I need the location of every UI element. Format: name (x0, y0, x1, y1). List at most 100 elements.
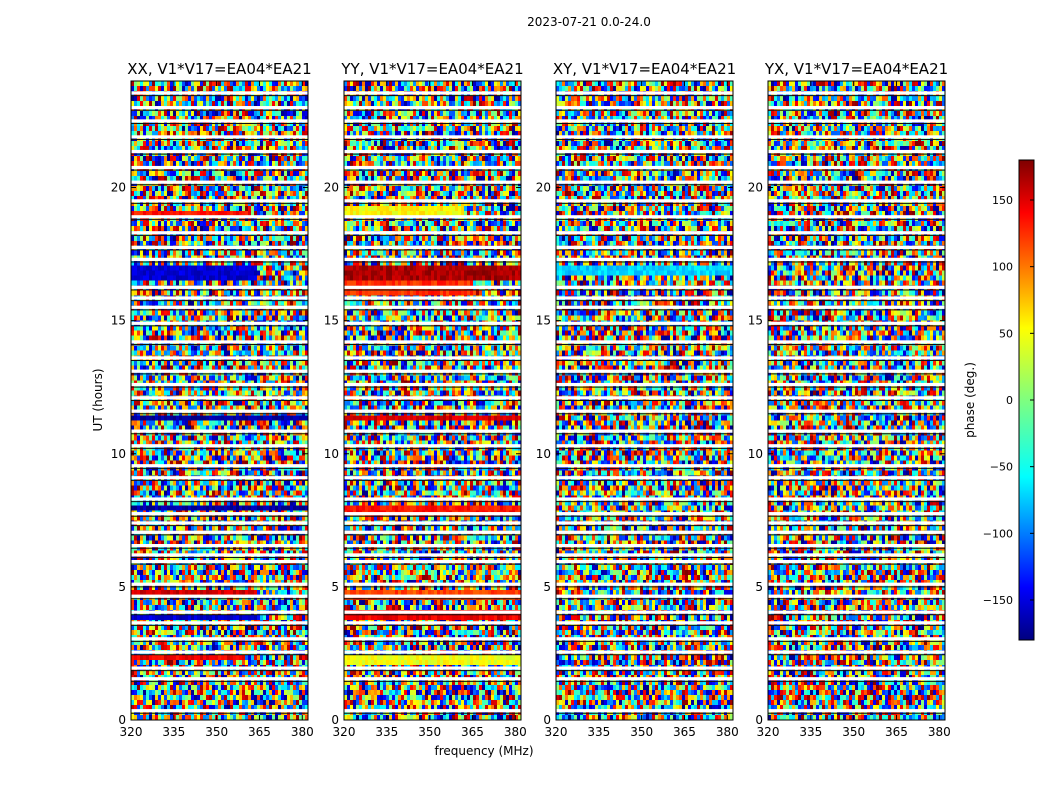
flagged-row (344, 257, 521, 261)
x-tick-label: 320 (333, 725, 356, 739)
flagged-row (768, 709, 945, 713)
x-tick-label: 350 (842, 725, 865, 739)
y-tick-label: 10 (748, 447, 763, 461)
flagged-row (131, 106, 308, 110)
flagged-row (344, 444, 521, 448)
flagged-row (556, 257, 733, 261)
y-tick-label: 5 (331, 580, 339, 594)
flagged-row (131, 559, 308, 564)
flagged-row (131, 321, 308, 325)
flagged-row (556, 369, 733, 373)
flagged-row (768, 521, 945, 525)
flagged-row (768, 429, 945, 433)
flagged-row (131, 610, 308, 614)
flagged-row (556, 610, 733, 614)
flagged-row (556, 530, 733, 534)
flagged-row (344, 305, 521, 309)
flagged-row (344, 382, 521, 387)
flagged-row (131, 396, 308, 400)
flagged-row (768, 321, 945, 325)
flagged-row (768, 637, 945, 641)
flagged-row (556, 382, 733, 387)
panel-3-title: XY, V1*V17=EA04*EA21 (553, 60, 736, 78)
flagged-row (768, 135, 945, 139)
flagged-row (131, 180, 308, 184)
x-tick-label: 365 (673, 725, 696, 739)
flagged-row (344, 245, 521, 250)
flagged-row (344, 582, 521, 586)
flagged-row (556, 149, 733, 154)
y-tick-label: 20 (111, 181, 126, 195)
flagged-row (131, 165, 308, 170)
y-tick-label: 15 (111, 314, 126, 328)
y-tick-label: 10 (324, 447, 339, 461)
flagged-row (131, 245, 308, 250)
flagged-row (344, 215, 521, 219)
flagged-row (131, 356, 308, 360)
x-tick-label: 335 (375, 725, 398, 739)
x-tick-label: 365 (461, 725, 484, 739)
flagged-row (556, 621, 733, 625)
flagged-row (768, 396, 945, 400)
flagged-row (768, 165, 945, 170)
flagged-row (131, 231, 308, 235)
y-tick-label: 0 (543, 713, 551, 727)
colorbar-ticks: −150 −100 −50 0 50 100 150 (983, 194, 1034, 607)
flagged-row (768, 257, 945, 261)
flagged-row (131, 215, 308, 219)
panel-2-frame (343, 80, 522, 721)
x-tick-label: 365 (248, 725, 271, 739)
flagged-row (131, 369, 308, 373)
colorbar-tick-label: −100 (983, 527, 1013, 540)
flagged-row (556, 199, 733, 203)
flagged-row (556, 285, 733, 289)
panel-4-title: YX, V1*V17=EA04*EA21 (764, 60, 948, 78)
flagged-row (768, 382, 945, 387)
y-tick-label: 5 (118, 580, 126, 594)
flagged-row (131, 709, 308, 713)
flagged-row (556, 245, 733, 250)
flagged-row (344, 677, 521, 681)
flagged-row (556, 106, 733, 110)
flagged-row (556, 91, 733, 95)
y-tick-label: 0 (755, 713, 763, 727)
flagged-row (556, 305, 733, 309)
flagged-row (344, 666, 521, 670)
flagged-row (768, 409, 945, 413)
flagged-row (768, 677, 945, 681)
flagged-row (556, 594, 733, 598)
y-tick-label: 20 (324, 181, 339, 195)
flagged-row (344, 476, 521, 480)
flagged-row (768, 610, 945, 614)
flagged-row (768, 530, 945, 534)
panel-2-title: YY, V1*V17=EA04*EA21 (340, 60, 523, 78)
flagged-row (131, 199, 308, 203)
flagged-row (768, 621, 945, 625)
flagged-row (768, 215, 945, 219)
flagged-row (768, 544, 945, 548)
colorbar-label: phase (deg.) (963, 362, 977, 438)
flagged-row (556, 709, 733, 713)
flagged-row (768, 464, 945, 468)
flagged-row (131, 621, 308, 625)
x-tick-label: 335 (587, 725, 610, 739)
flagged-row (131, 464, 308, 468)
flagged-row (131, 677, 308, 681)
flagged-row (344, 135, 521, 139)
y-tick-label: 20 (536, 181, 551, 195)
colorbar: −150 −100 −50 0 50 100 150 phase (deg.) (963, 159, 1035, 641)
flagged-row (768, 231, 945, 235)
y-tick-label: 15 (324, 314, 339, 328)
flagged-row (556, 180, 733, 184)
flagged-row (768, 553, 945, 557)
flagged-row (131, 429, 308, 433)
flagged-row (344, 91, 521, 95)
flagged-row (556, 321, 733, 325)
flagged-row (556, 666, 733, 670)
flagged-row (344, 149, 521, 154)
panel-4: YX, V1*V17=EA04*EA21 320 335 350 365 380 0 5 10 1… (748, 60, 951, 739)
flagged-row (556, 396, 733, 400)
flagged-row (344, 429, 521, 433)
x-axis-label: frequency (MHz) (434, 744, 533, 758)
